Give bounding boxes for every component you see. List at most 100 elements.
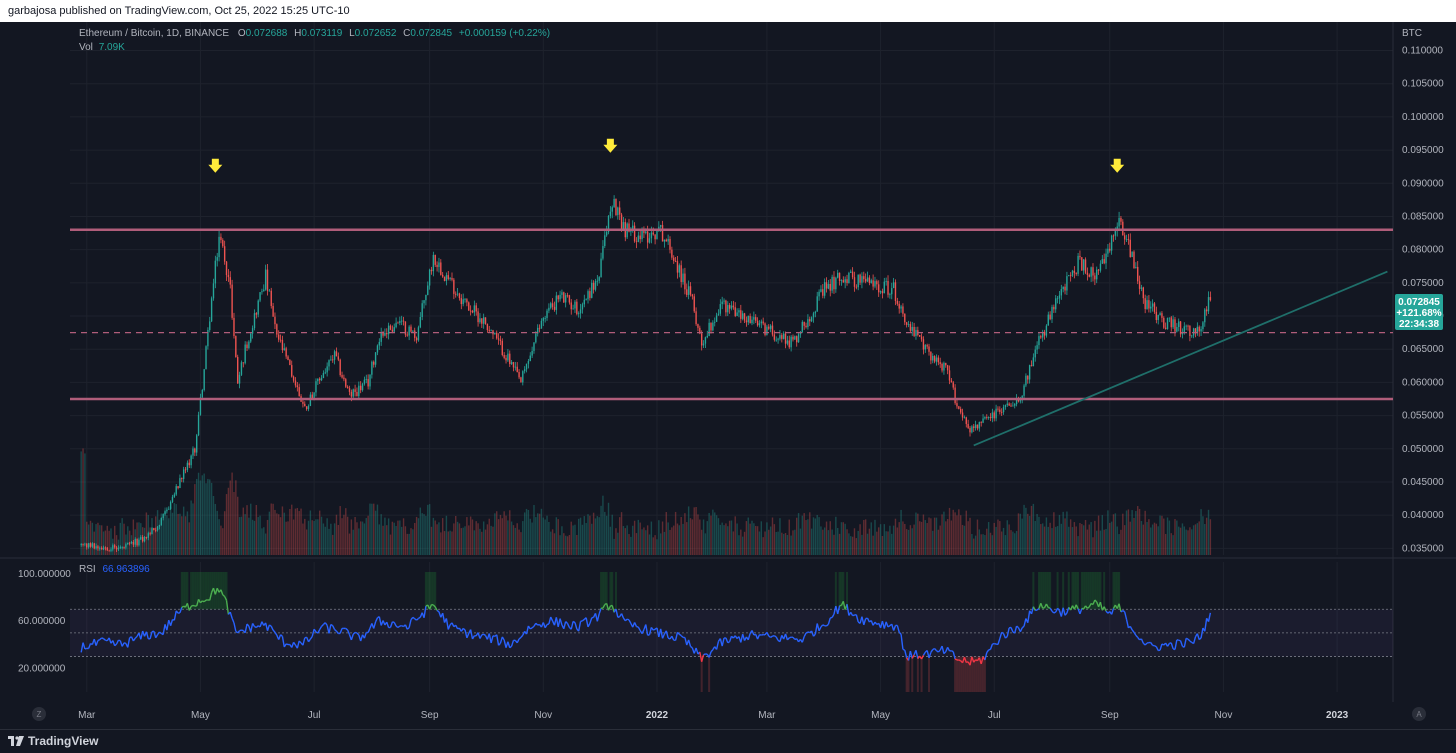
rsi-tick-label-2: 20.000000 [18, 663, 66, 674]
rsi-segment-446 [911, 654, 915, 659]
candle-body-392 [810, 317, 813, 322]
right-button-label: A [1416, 710, 1422, 719]
tradingview-logo[interactable]: TradingView [8, 730, 98, 752]
rsi-segment-175 [406, 627, 410, 630]
candle-body-116 [296, 385, 299, 388]
rsi-overbought-shade-409 [842, 572, 845, 610]
rsi-segment-154 [367, 627, 371, 633]
rsi-overbought-shade-405 [834, 572, 837, 610]
rsi-segment-2 [84, 647, 87, 650]
price-tick-label-2: 0.100000 [1402, 112, 1444, 123]
candle-body-436 [892, 282, 895, 289]
volume-bar-189 [432, 517, 435, 555]
candle-body-245 [537, 327, 539, 334]
auto-scale-left-button[interactable]: Z [32, 707, 46, 721]
rsi-overbought-shade-55 [182, 572, 185, 610]
candle-body-164 [386, 333, 388, 335]
volume-bar-463 [943, 511, 945, 555]
rsi-segment-420 [863, 618, 867, 626]
rsi-overbought-shade-69 [208, 572, 211, 610]
candle-body-7 [93, 543, 95, 549]
volume-bar-423 [868, 528, 871, 555]
candle-body-355 [741, 313, 744, 319]
volume-bar-113 [291, 504, 293, 555]
rsi-segment-221 [492, 635, 496, 638]
candle-body-481 [976, 424, 979, 429]
candle-body-548 [1101, 259, 1104, 264]
candle-body-353 [738, 310, 740, 313]
rsi-segment-60 [192, 604, 196, 607]
volume-bar-258 [561, 526, 563, 555]
candle-body-272 [587, 291, 589, 300]
candle-body-554 [1112, 235, 1115, 237]
rsi-segment-414 [852, 614, 855, 617]
candle-body-491 [995, 408, 997, 419]
rsi-segment-368 [766, 632, 770, 637]
rsi-segment-543 [1092, 599, 1096, 605]
candle-body-263 [570, 302, 572, 310]
volume-bar-374 [777, 531, 779, 555]
price-axis[interactable]: 0.1100000.1050000.1000000.0950000.090000… [1402, 46, 1444, 555]
volume-bar-538 [1082, 525, 1085, 555]
horizontal-levels[interactable] [70, 228, 1393, 401]
candle-body-448 [915, 330, 917, 336]
rsi-segment-305 [648, 627, 653, 635]
rsi-segment-297 [633, 622, 638, 627]
rsi-segment-202 [457, 627, 460, 630]
candle-body-456 [930, 351, 932, 361]
volume-bar-100 [266, 519, 269, 555]
volume-bar-297 [633, 520, 636, 555]
volume-bar-408 [840, 522, 843, 555]
trendline[interactable] [973, 270, 1388, 447]
auto-scale-right-button[interactable]: A [1412, 707, 1426, 721]
rsi-oversold-shade-474 [963, 656, 966, 692]
candle-body-412 [848, 272, 850, 283]
volume-bar-477 [969, 517, 971, 555]
candle-body-354 [740, 310, 742, 319]
volume-bar-481 [976, 519, 979, 555]
candle-body-83 [235, 336, 237, 358]
volume-bar-273 [589, 515, 591, 555]
candle-body-389 [805, 325, 807, 328]
rsi-segment-455 [928, 652, 932, 659]
candle-body-600 [1198, 326, 1200, 332]
rsi-segment-534 [1075, 604, 1079, 610]
candle-body-472 [959, 408, 962, 413]
time-axis[interactable]: Mar May Jul Sep Nov 2022 Mar May Jul Sep Nov 2023 [78, 710, 1349, 721]
volume-bar-154 [367, 515, 369, 555]
candle-body-342 [717, 313, 720, 316]
rsi-segment-104 [274, 631, 278, 636]
volume-bar-106 [277, 514, 280, 555]
volume-bar-53 [179, 513, 181, 555]
volume-bar-436 [892, 525, 895, 555]
candle-body-399 [823, 282, 826, 296]
rsi-segment-413 [850, 611, 854, 617]
volume-bar-15 [108, 530, 110, 555]
candle-body-148 [356, 391, 358, 397]
candle-body-329 [693, 296, 695, 312]
candle-body-150 [359, 385, 362, 391]
volume-bar-144 [348, 533, 351, 555]
volume-bar-241 [529, 518, 531, 555]
volume-bar-138 [337, 524, 340, 555]
volume-bar-282 [605, 515, 608, 555]
rsi-overbought-shade-538 [1082, 572, 1085, 610]
volume-bar-588 [1176, 520, 1178, 555]
volume-bar-10 [99, 525, 101, 555]
volume-bar-583 [1166, 517, 1169, 555]
rsi-overbought-shade-65 [201, 572, 204, 610]
candle-body-280 [602, 246, 604, 259]
volume-bar-566 [1135, 511, 1137, 555]
volume-bar-470 [956, 515, 958, 555]
candle-body-81 [231, 284, 233, 318]
volume-bar-416 [855, 538, 858, 555]
candle-body-61 [194, 448, 196, 453]
candle-body-451 [920, 336, 923, 340]
candle-body-132 [326, 366, 328, 373]
candle-body-286 [613, 198, 615, 208]
candle-body-23 [123, 547, 125, 548]
volume-bar-220 [490, 525, 492, 555]
volume-bar-512 [1034, 520, 1036, 555]
